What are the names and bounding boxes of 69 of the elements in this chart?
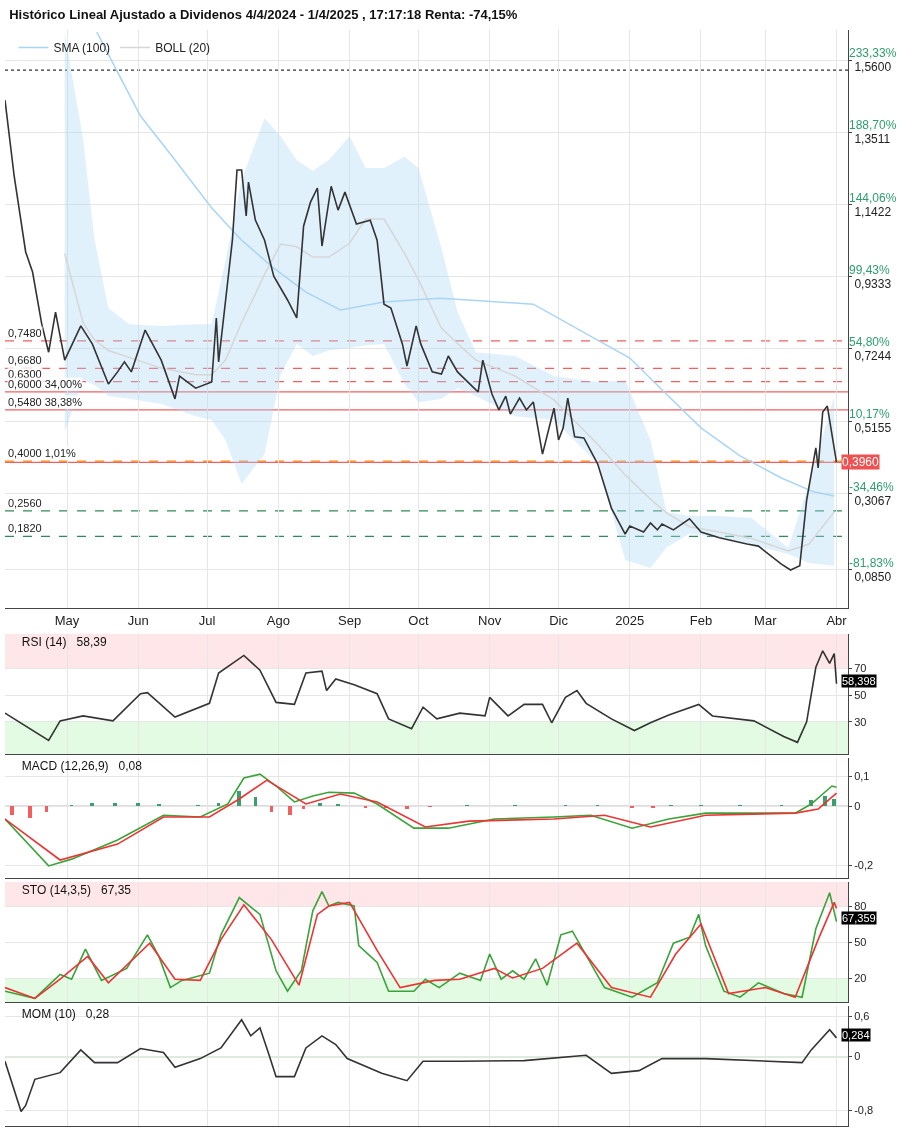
y-tick-label: 0,6 (854, 1010, 870, 1023)
y-tick-label: 0,5155 (854, 421, 892, 436)
annotation: 58,398 (842, 675, 876, 687)
ref-line-label: 0,6680 (8, 354, 42, 366)
bar (136, 802, 141, 807)
x-tick-label: Dic (549, 612, 569, 628)
y2-tick-label: 99,43% (849, 262, 891, 277)
bar (287, 806, 292, 815)
x-tick-label: Feb (689, 612, 713, 628)
y-tick-label: 50 (854, 935, 867, 948)
chart-title: STO (14,3,5) 67,35 (21, 883, 132, 897)
x-tick-label: Ago (266, 612, 290, 628)
ref-line-label: 0,2560 (8, 497, 42, 509)
bar (832, 798, 837, 807)
annotation: 67,359 (842, 912, 876, 924)
ref-line-label: 0,5480 38,38% (8, 396, 83, 408)
y-tick-label: 0 (854, 799, 861, 812)
ref-line-label: 0,6000 34,00% (8, 378, 83, 390)
y-tick-label: 0,9333 (854, 276, 892, 291)
y2-tick-label: -34,46% (849, 479, 895, 494)
y-tick-label: -0,8 (854, 1103, 874, 1116)
x-tick-label: Nov (478, 612, 502, 628)
y-tick-label: 0,0850 (854, 570, 892, 585)
bar (317, 802, 322, 807)
y-tick-label: 0,7244 (854, 349, 892, 364)
x-tick-label: Oct (408, 612, 429, 628)
y2-tick-label: -81,83% (849, 556, 895, 571)
line-series (5, 649, 838, 744)
bar (113, 803, 118, 807)
y-tick-label: 0,1 (854, 770, 870, 783)
ref-line-label: 0,1820 (8, 522, 42, 534)
y-tick-label: 50 (854, 688, 867, 701)
ref-line-label: 0,6300 (8, 368, 42, 380)
x-tick-label: Jun (127, 612, 149, 628)
chart-title: RSI (14) 58,39 (21, 635, 107, 649)
y-tick-label: 70 (854, 662, 867, 675)
y-tick-label: 1,5600 (854, 60, 892, 75)
y-tick-label: 0 (854, 1050, 861, 1063)
x-tick-label: Jul (198, 612, 216, 628)
y-tick-label: 20 (854, 971, 867, 984)
y-tick-label: 1,1422 (854, 204, 892, 219)
ref-line-label: 0,7480 (8, 327, 42, 339)
y2-tick-label: 188,70% (849, 118, 897, 133)
y2-tick-label: 54,80% (849, 335, 891, 350)
annotation: 0,284 (842, 1029, 870, 1041)
x-tick-label: Mar (754, 612, 778, 628)
bar (28, 806, 33, 818)
y-tick-label: 80 (854, 899, 867, 912)
chart-title: Histórico Lineal Ajustado a Dividenos 4/4/2024 - 1/4/2025 , 17:17:18 Renta: -74,15% (9, 6, 518, 22)
y-tick-label: 30 (854, 715, 867, 728)
y-tick-label: 0,3067 (854, 493, 892, 508)
x-tick-label: Abr (826, 612, 848, 628)
legend-label: BOLL (20) (155, 41, 211, 56)
x-tick-label: Sep (337, 612, 362, 628)
ref-line-label: 0,4000 1,01% (8, 447, 77, 459)
chart-title: MOM (10) 0,28 (21, 1007, 110, 1021)
y-tick-label: -0,2 (854, 858, 874, 871)
bar (90, 803, 95, 807)
annotation: 0,3960 (842, 455, 880, 469)
bar (405, 806, 409, 810)
legend-label: SMA (100) (53, 41, 111, 56)
bar (10, 806, 14, 815)
y2-tick-label: 233,33% (849, 46, 897, 61)
chart-title: MACD (12,26,9) 0,08 (21, 759, 143, 773)
y-tick-label: 1,3511 (854, 132, 891, 147)
y2-tick-label: 10,17% (849, 407, 891, 422)
y2-tick-label: 144,06% (849, 190, 897, 205)
x-tick-label: May (54, 612, 80, 628)
x-tick-label: 2025 (615, 612, 645, 628)
